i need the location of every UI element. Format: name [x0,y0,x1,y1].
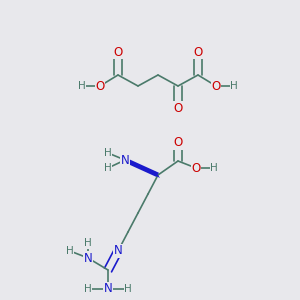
Text: O: O [173,136,183,149]
Text: N: N [84,251,92,265]
Text: H: H [230,81,238,91]
Text: N: N [114,244,122,257]
Text: N: N [103,283,112,296]
Text: N: N [121,154,129,166]
Text: O: O [95,80,105,92]
Text: H: H [78,81,86,91]
Polygon shape [125,160,160,178]
Text: H: H [84,238,92,248]
Text: H: H [66,246,74,256]
Text: O: O [191,161,201,175]
Text: O: O [113,46,123,59]
Text: O: O [212,80,220,92]
Text: H: H [84,284,92,294]
Text: H: H [124,284,132,294]
Text: O: O [173,101,183,115]
Text: H: H [210,163,218,173]
Text: H: H [104,163,112,173]
Text: O: O [194,46,202,59]
Text: H: H [104,148,112,158]
